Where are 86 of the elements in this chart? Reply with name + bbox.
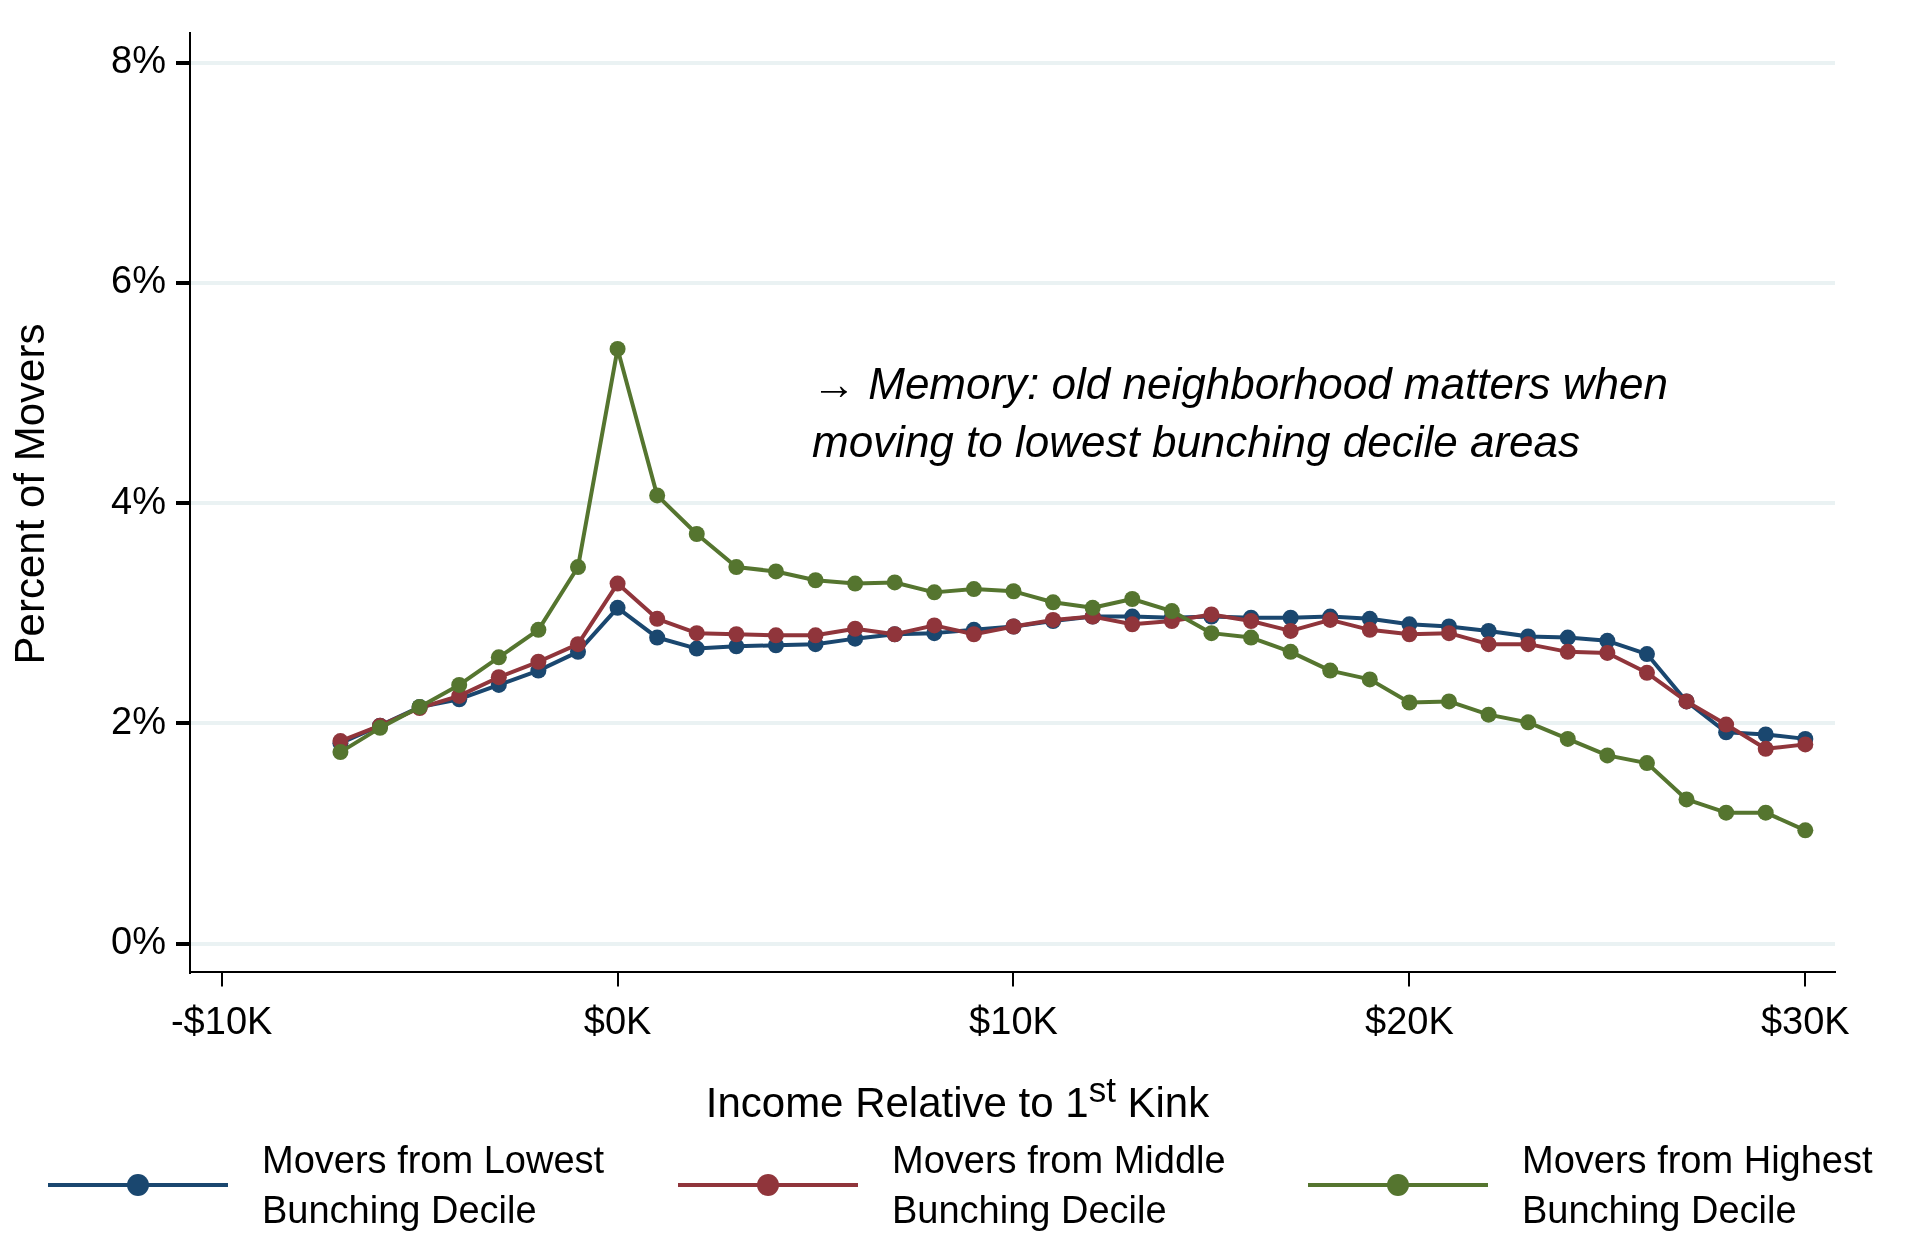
point (688, 640, 705, 657)
point (451, 676, 468, 693)
x-tick-label: $0K (583, 999, 652, 1042)
point (1638, 755, 1655, 772)
point (1005, 583, 1022, 600)
point (1243, 613, 1260, 630)
point (1559, 643, 1576, 660)
point (530, 621, 547, 638)
point (609, 575, 626, 592)
point (1599, 644, 1616, 661)
point (1559, 730, 1576, 747)
point (847, 575, 864, 592)
point (767, 563, 784, 580)
point (807, 627, 824, 644)
point (649, 629, 666, 646)
point (1163, 603, 1180, 620)
point (1797, 736, 1814, 753)
annotation: → Memory: old neighborhood matters when moving to lowest bunching decile areas (812, 358, 1669, 468)
point (1757, 740, 1774, 757)
point (728, 626, 745, 643)
point (1480, 622, 1497, 639)
point (1599, 747, 1616, 764)
point (1678, 791, 1695, 808)
point (1243, 629, 1260, 646)
point (569, 559, 586, 576)
point (1361, 621, 1378, 638)
point (886, 574, 903, 591)
point (649, 487, 666, 504)
point (1124, 616, 1141, 633)
point (1718, 716, 1735, 733)
legend-label: Movers from Lowest Bunching Decile (262, 1138, 606, 1233)
point (1638, 646, 1655, 663)
point (1361, 671, 1378, 688)
y-tick-label: 6% (111, 259, 166, 302)
point (1401, 626, 1418, 643)
point (1045, 594, 1062, 611)
point (609, 340, 626, 357)
point (1559, 629, 1576, 646)
y-tick-label: 8% (111, 39, 166, 82)
point (1480, 636, 1497, 653)
y-axis-title: Percent of Movers (6, 322, 54, 667)
point (609, 599, 626, 616)
x-tick-label: $10K (969, 999, 1058, 1042)
point (1282, 622, 1299, 639)
point (965, 581, 982, 598)
point (1440, 625, 1457, 642)
x-tick-label: $20K (1365, 999, 1454, 1042)
point (332, 744, 349, 761)
y-tick-label: 2% (111, 699, 166, 742)
point (767, 627, 784, 644)
point (1718, 804, 1735, 821)
point (926, 584, 943, 601)
point (1203, 625, 1220, 642)
point (1322, 662, 1339, 679)
legend-label: Movers from Middle Bunching Decile (892, 1138, 1227, 1233)
point (1480, 706, 1497, 723)
point (649, 610, 666, 627)
point (1401, 694, 1418, 711)
point (1638, 664, 1655, 681)
legend-label: Movers from Highest Bunching Decile (1522, 1138, 1874, 1233)
point (1520, 714, 1537, 731)
point (1440, 693, 1457, 710)
y-tick-label: 0% (111, 920, 166, 963)
y-tick-label: 4% (111, 479, 166, 522)
point (1282, 609, 1299, 626)
point (688, 625, 705, 642)
point (1757, 804, 1774, 821)
point (490, 669, 507, 686)
point (1757, 726, 1774, 743)
point (569, 636, 586, 653)
point (926, 617, 943, 634)
x-tick-label: $30K (1760, 999, 1850, 1042)
point (530, 653, 547, 670)
point (1124, 590, 1141, 607)
point (688, 525, 705, 542)
x-axis-title: Income Relative to 1$^{st}$ Kink (704, 1070, 1211, 1127)
point (807, 572, 824, 589)
point (1282, 643, 1299, 660)
point (1520, 636, 1537, 653)
point (847, 620, 864, 637)
point (1084, 599, 1101, 616)
x-tick-label: -$10K (170, 999, 273, 1042)
point (728, 559, 745, 576)
point (965, 626, 982, 643)
point (1797, 822, 1814, 839)
point (490, 649, 507, 666)
